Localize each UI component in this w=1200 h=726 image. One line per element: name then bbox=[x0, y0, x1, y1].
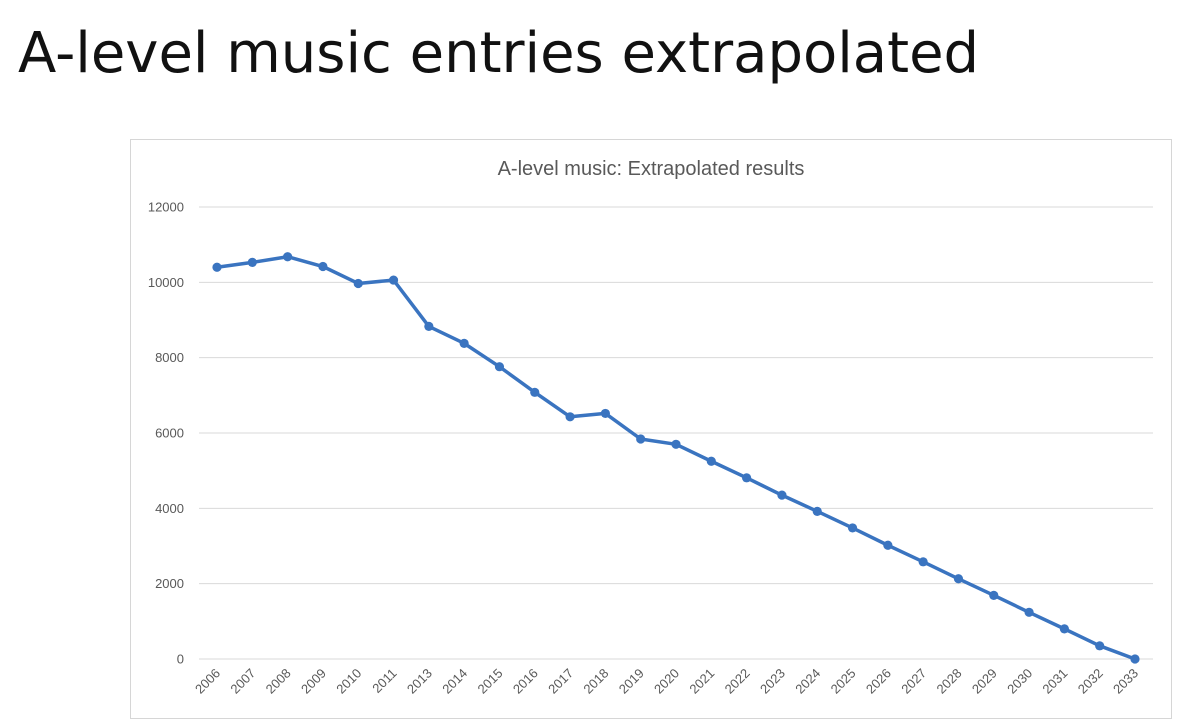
x-tick-label: 2016 bbox=[510, 666, 541, 697]
x-tick-label: 2011 bbox=[369, 666, 399, 696]
x-tick-label: 2019 bbox=[616, 666, 647, 697]
series-layer bbox=[212, 252, 1140, 664]
x-tick-label: 2018 bbox=[580, 666, 611, 697]
x-tick-label: 2021 bbox=[686, 666, 717, 697]
data-point-2028 bbox=[953, 574, 964, 584]
data-point-2013 bbox=[424, 321, 434, 332]
x-tick-label: 2022 bbox=[722, 666, 753, 697]
data-point-2009 bbox=[318, 261, 328, 272]
x-tick-label: 2013 bbox=[404, 666, 435, 697]
data-point-2024 bbox=[812, 506, 822, 516]
data-point-2021 bbox=[706, 456, 716, 466]
data-point-2015 bbox=[494, 362, 505, 372]
data-point-2026 bbox=[883, 540, 893, 550]
data-point-2022 bbox=[742, 473, 752, 483]
x-tick-label: 2017 bbox=[545, 666, 576, 697]
chart-frame bbox=[130, 139, 1172, 719]
x-axis-tick-labels: 2006 2007 2008 2009 2010 2011 2013 2014 2015 2016… bbox=[192, 666, 1141, 697]
data-point-2017 bbox=[565, 412, 575, 422]
data-point-2030 bbox=[1024, 607, 1034, 617]
data-point-2016 bbox=[530, 387, 540, 397]
x-tick-label: 2015 bbox=[475, 666, 506, 697]
x-tick-label: 2027 bbox=[898, 666, 929, 697]
data-point-2010 bbox=[353, 278, 363, 289]
slide-title: A-level music entries extrapolated bbox=[18, 21, 980, 86]
x-tick-label: 2008 bbox=[263, 666, 294, 697]
data-point-2006 bbox=[212, 262, 222, 272]
data-point-2007 bbox=[247, 257, 257, 267]
x-tick-label: 2020 bbox=[651, 666, 682, 697]
x-tick-label: 2023 bbox=[757, 666, 788, 697]
data-point-2014 bbox=[459, 338, 469, 348]
data-point-2008 bbox=[283, 252, 293, 262]
x-tick-label: 2024 bbox=[792, 666, 823, 697]
data-point-2027 bbox=[918, 557, 928, 567]
x-tick-label: 2030 bbox=[1004, 666, 1035, 697]
data-point-2018 bbox=[600, 408, 610, 419]
y-tick-label: 12000 bbox=[148, 200, 184, 215]
data-point-2019 bbox=[636, 434, 646, 444]
data-point-2033 bbox=[1130, 654, 1140, 664]
data-point-2029 bbox=[989, 590, 999, 600]
x-tick-label: 2032 bbox=[1075, 666, 1106, 697]
data-point-2023 bbox=[777, 490, 787, 500]
y-tick-label: 8000 bbox=[155, 350, 184, 365]
x-tick-label: 2033 bbox=[1110, 666, 1141, 697]
chart-title: A-level music: Extrapolated results bbox=[498, 158, 805, 180]
x-tick-label: 2026 bbox=[863, 666, 894, 697]
x-tick-label: 2031 bbox=[1039, 666, 1070, 697]
x-tick-label: 2010 bbox=[333, 666, 364, 697]
x-tick-label: 2025 bbox=[828, 666, 859, 697]
data-point-2020 bbox=[671, 439, 681, 449]
data-point-2032 bbox=[1095, 641, 1105, 651]
x-tick-label: 2009 bbox=[298, 666, 329, 697]
data-point-2025 bbox=[847, 523, 858, 533]
y-tick-label: 4000 bbox=[155, 501, 184, 516]
x-tick-label: 2028 bbox=[934, 666, 965, 697]
x-tick-label: 2007 bbox=[227, 666, 258, 697]
x-tick-label: 2014 bbox=[439, 666, 470, 697]
x-tick-label: 2029 bbox=[969, 666, 1000, 697]
y-tick-label: 6000 bbox=[155, 426, 184, 441]
x-tick-label: 2006 bbox=[192, 666, 223, 697]
data-point-2011 bbox=[388, 275, 399, 285]
y-axis-tick-labels: 0 2000 4000 6000 8000 10000 12000 bbox=[148, 200, 184, 667]
y-tick-label: 2000 bbox=[155, 576, 184, 591]
y-tick-label: 10000 bbox=[148, 275, 184, 290]
series-line bbox=[215, 254, 1137, 661]
y-tick-label: 0 bbox=[177, 652, 184, 667]
data-point-2031 bbox=[1059, 624, 1069, 634]
